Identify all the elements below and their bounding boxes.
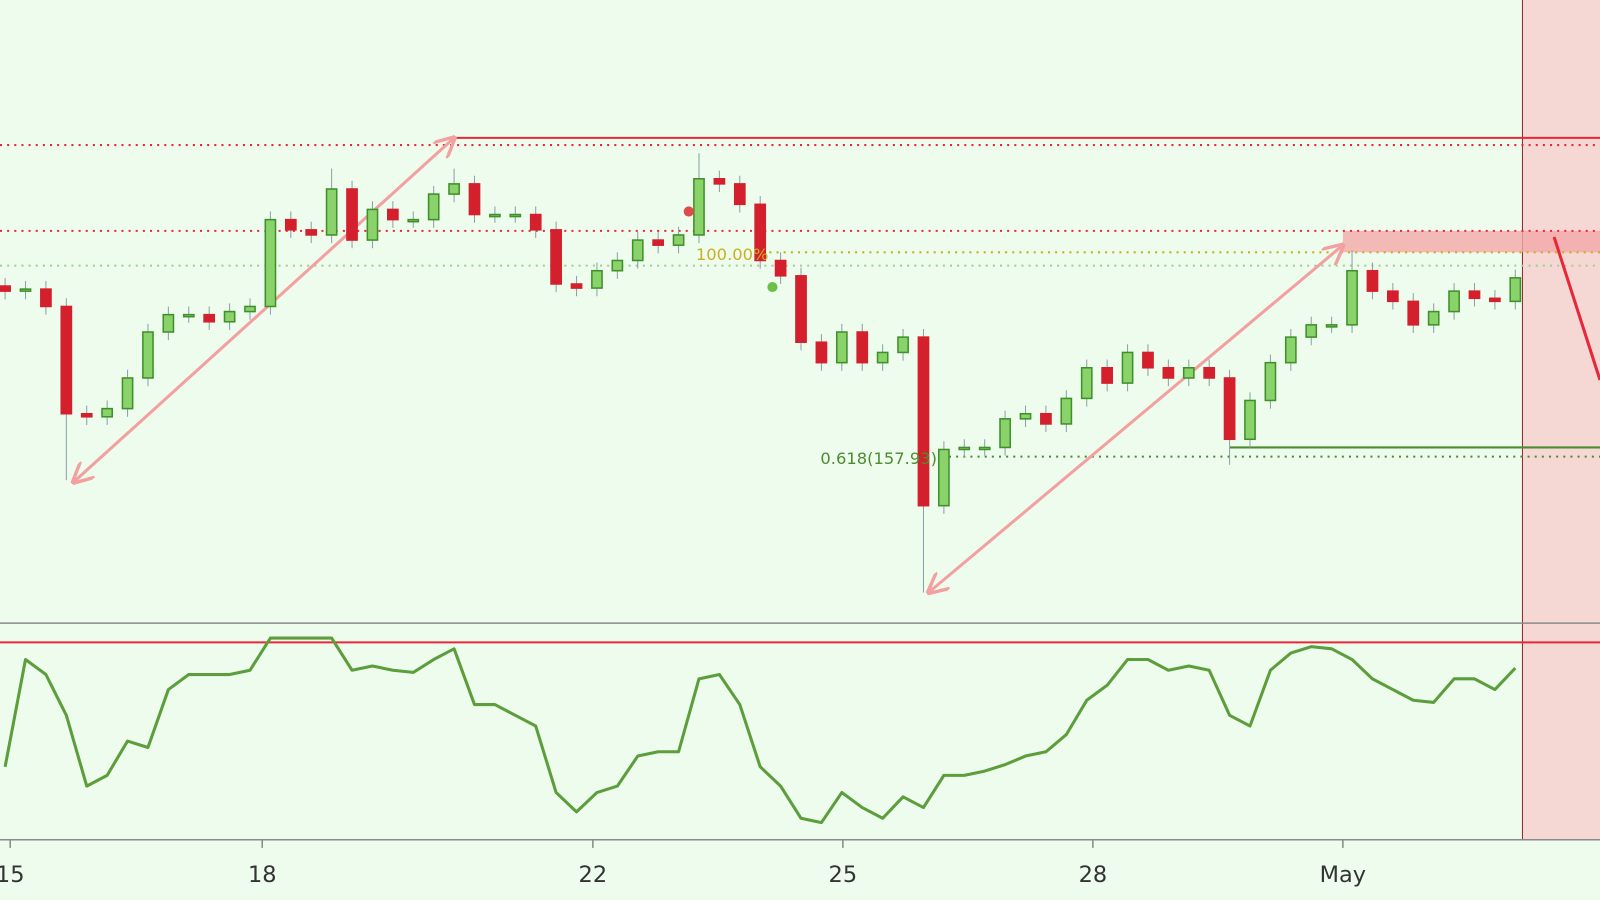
forecast-line [1552, 236, 1600, 381]
candle-body [978, 446, 991, 451]
x-tick-label: 15 [0, 862, 24, 888]
candle-body [1325, 324, 1338, 328]
candle-body [1427, 310, 1440, 326]
candle-body [1366, 269, 1379, 292]
candle-body [1040, 412, 1052, 425]
x-tick-label: 22 [579, 862, 608, 888]
candle-body [999, 418, 1011, 449]
fib-label: 0.618(157.93) [820, 449, 937, 468]
candle-body [1182, 366, 1195, 379]
candle-body [570, 283, 583, 289]
candle-body [652, 239, 665, 246]
candle-body [509, 213, 522, 218]
candle-body [1060, 397, 1073, 425]
resistance-box [1342, 230, 1600, 253]
candle-body [468, 183, 481, 216]
oscillator [0, 636, 1600, 825]
candle-body [1019, 412, 1032, 420]
candle-body [1407, 300, 1420, 326]
candles [0, 153, 1522, 593]
x-tick-label: 18 [248, 862, 277, 888]
candle-body [1244, 399, 1256, 441]
candle-body [1386, 290, 1399, 303]
x-tick-label: 28 [1079, 862, 1108, 888]
candle-body [40, 288, 52, 308]
candle-body [305, 229, 318, 236]
candle-body [223, 310, 236, 323]
candle-body [1468, 290, 1481, 300]
candle-body [244, 305, 256, 313]
candle-body [1121, 351, 1134, 384]
candle-body [550, 229, 562, 285]
candle-body [448, 183, 460, 195]
candle-body [897, 336, 909, 354]
candle-body [366, 208, 379, 241]
candle-body [407, 218, 420, 223]
swing-arrow [73, 138, 454, 482]
candle-body [815, 341, 828, 364]
candle-body [182, 313, 195, 318]
candle-body [1101, 366, 1114, 384]
candle-body [264, 218, 277, 308]
candle-body [284, 218, 297, 231]
candle-body [489, 213, 501, 218]
candle-body [162, 313, 175, 333]
candle-body [733, 183, 746, 206]
candle-body [1448, 290, 1460, 313]
x-tick-label: 25 [829, 862, 858, 888]
forecast-zone [1522, 0, 1600, 840]
candle-body [1080, 366, 1093, 400]
candle-body [529, 213, 542, 231]
candle-body [325, 188, 338, 236]
candle-body [917, 336, 930, 507]
swing-arrow [929, 245, 1343, 592]
candle-body [1264, 361, 1277, 402]
oscillator-line [3, 636, 1517, 825]
candle-body [19, 288, 32, 292]
candle-body [142, 331, 154, 379]
signal-dot [767, 281, 778, 293]
candle-body [1142, 351, 1154, 369]
fib-label: 100.00% [696, 245, 769, 264]
candle-body [386, 208, 399, 221]
candle-body [693, 178, 705, 236]
candle-body [1162, 366, 1175, 379]
candle-body [774, 259, 787, 277]
candle-body [1305, 324, 1318, 338]
candle-body [876, 351, 889, 364]
candle-body [1284, 336, 1297, 364]
candle-body [754, 203, 767, 262]
candle-body [713, 178, 726, 185]
candle-body [631, 239, 644, 262]
candle-body [346, 188, 358, 241]
candle-body [1223, 377, 1236, 441]
candle-body [203, 313, 216, 323]
candle-body [591, 269, 603, 289]
candle-body [1509, 277, 1522, 303]
x-tick-label: May [1320, 862, 1366, 888]
candle-body [60, 305, 73, 415]
candle-body [1346, 269, 1358, 326]
candle-body [1203, 366, 1216, 379]
candle-body [121, 377, 134, 410]
candle-body [611, 259, 624, 272]
candle-body [80, 412, 93, 418]
candle-body [835, 331, 848, 364]
x-axis-ticks: 15 18 22 25 28 May [0, 839, 1366, 888]
signal-dot [683, 206, 694, 217]
candle-body [0, 285, 11, 292]
candle-body [938, 448, 950, 507]
candle-body [958, 446, 971, 451]
candle-body [672, 234, 685, 246]
candle-body [795, 275, 807, 343]
candle-body [101, 407, 114, 418]
candle-body [856, 331, 869, 364]
candle-body [427, 193, 440, 221]
candle-body [1489, 297, 1501, 303]
